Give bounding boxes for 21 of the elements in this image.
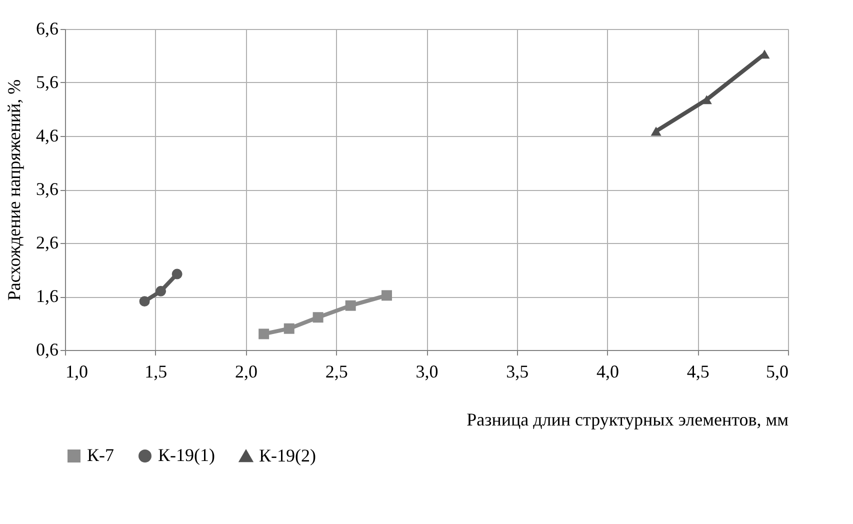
y-axis-title: Расхождение напряжений, % (4, 79, 24, 301)
legend-label: К-7 (87, 445, 114, 465)
x-tick-label: 2,5 (325, 362, 348, 382)
x-tick-label: 3,5 (506, 362, 529, 382)
legend-label: К-19(1) (158, 445, 215, 465)
y-tick-label: 1,6 (36, 286, 58, 306)
x-tick-label: 1,0 (66, 362, 88, 382)
x-tick-label: 3,0 (416, 362, 438, 382)
x-tick-label: 4,0 (596, 362, 619, 382)
y-tick-label: 2,6 (36, 232, 58, 252)
x-tick-label: 2,0 (235, 362, 258, 382)
y-tick-label: 5,6 (36, 72, 58, 92)
x-tick-label: 4,5 (686, 362, 710, 382)
y-tick-label: 0,6 (36, 340, 58, 360)
x-tick-label: 1,5 (144, 362, 168, 382)
legend-label: К-19(2) (259, 445, 316, 466)
y-tick-label: 3,6 (36, 179, 58, 199)
y-tick-label: 4,6 (36, 126, 58, 146)
x-tick-label: 5,0 (766, 362, 788, 382)
y-tick-label: 6,6 (36, 18, 58, 38)
x-axis-title: Разница длин структурных элементов, мм (466, 410, 788, 430)
